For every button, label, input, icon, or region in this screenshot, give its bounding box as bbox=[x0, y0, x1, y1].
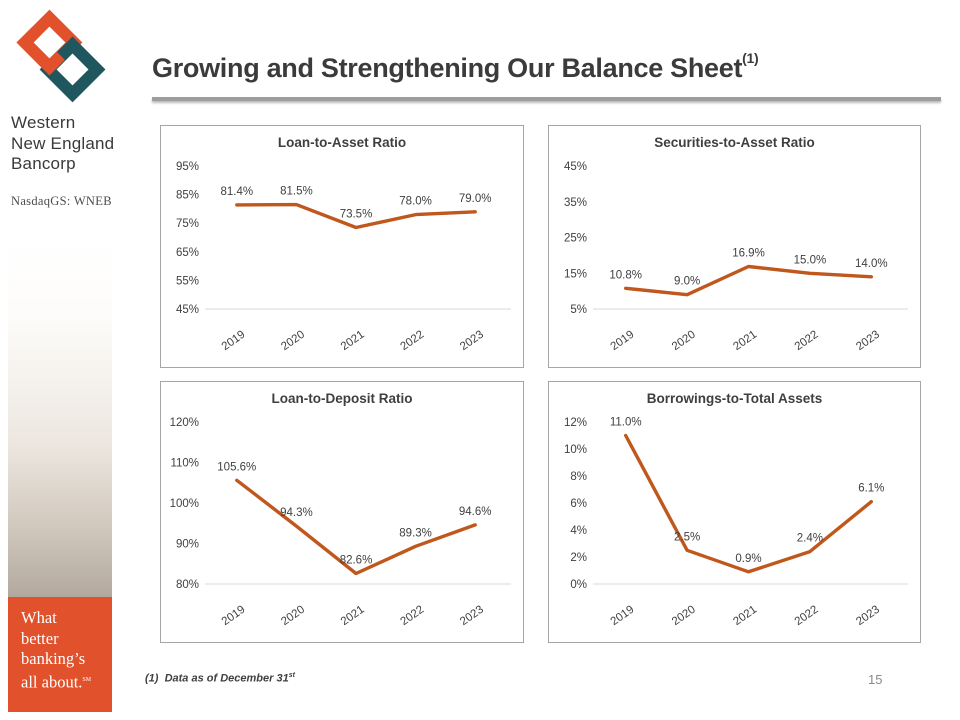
svg-text:94.3%: 94.3% bbox=[280, 507, 313, 519]
svg-text:85%: 85% bbox=[176, 190, 199, 202]
company-name-line: Bancorp bbox=[11, 154, 76, 173]
svg-text:81.5%: 81.5% bbox=[280, 186, 313, 198]
svg-text:10%: 10% bbox=[564, 444, 587, 456]
svg-text:45%: 45% bbox=[564, 161, 587, 173]
svg-text:2022: 2022 bbox=[793, 329, 821, 354]
svg-text:14.0%: 14.0% bbox=[855, 258, 888, 270]
svg-text:2021: 2021 bbox=[339, 329, 367, 354]
page-number: 15 bbox=[868, 672, 883, 687]
svg-text:78.0%: 78.0% bbox=[399, 196, 432, 208]
svg-text:2022: 2022 bbox=[398, 329, 426, 354]
svg-text:2.4%: 2.4% bbox=[797, 533, 823, 545]
tagline-line: banking’s bbox=[21, 649, 86, 668]
svg-text:2020: 2020 bbox=[670, 329, 698, 354]
line-chart: 45% 35% 25% 15% 5% 2019 2020 2021 2022 2023 10.8% 9… bbox=[549, 152, 920, 367]
svg-text:9.0%: 9.0% bbox=[674, 276, 700, 288]
svg-text:10.8%: 10.8% bbox=[609, 269, 642, 281]
line-chart: 120% 110% 100% 90% 80% 2019 2020 2021 2022 2023 10… bbox=[161, 408, 523, 642]
tagline-line: better bbox=[21, 628, 59, 648]
svg-text:11.0%: 11.0% bbox=[610, 417, 642, 429]
slide-title: Growing and Strengthening Our Balance Sh… bbox=[152, 50, 759, 83]
svg-text:2023: 2023 bbox=[458, 329, 486, 354]
svg-text:2023: 2023 bbox=[854, 604, 882, 629]
svg-text:100%: 100% bbox=[170, 498, 199, 510]
svg-text:5%: 5% bbox=[570, 304, 587, 316]
svg-text:4%: 4% bbox=[570, 525, 587, 537]
footnote-text: Data as of December 31 bbox=[164, 672, 289, 685]
svg-text:2021: 2021 bbox=[339, 604, 367, 629]
chart-title: Loan-to-Asset Ratio bbox=[277, 135, 407, 150]
footnote-marker: (1) bbox=[145, 672, 159, 685]
decorative-gradient-strip bbox=[8, 238, 112, 597]
svg-text:2020: 2020 bbox=[279, 329, 307, 354]
svg-text:16.9%: 16.9% bbox=[732, 247, 765, 259]
svg-text:2023: 2023 bbox=[458, 604, 486, 629]
svg-text:2020: 2020 bbox=[279, 604, 307, 629]
svg-text:90%: 90% bbox=[176, 539, 199, 551]
tagline-line: all about.SM bbox=[21, 672, 92, 691]
svg-text:2021: 2021 bbox=[731, 604, 759, 629]
chart-title: Borrowings-to-Total Assets bbox=[646, 391, 823, 406]
service-mark: SM bbox=[82, 676, 92, 683]
svg-text:2023: 2023 bbox=[854, 329, 882, 354]
svg-text:75%: 75% bbox=[176, 218, 199, 230]
svg-text:2020: 2020 bbox=[670, 604, 698, 629]
line-chart: 95% 85% 75% 65% 55% 45% 2019 2020 2021 2022 2023 81… bbox=[161, 152, 523, 367]
svg-text:2019: 2019 bbox=[220, 604, 248, 629]
svg-text:105.6%: 105.6% bbox=[217, 461, 256, 473]
svg-text:0.9%: 0.9% bbox=[735, 553, 761, 565]
tagline-line: What bbox=[21, 608, 57, 627]
svg-text:81.4%: 81.4% bbox=[220, 186, 253, 198]
line-chart: 12% 10% 8% 6% 4% 2% 0% 2019 2020 2021 2022 2023 11.0… bbox=[549, 408, 920, 642]
chart-panel-loan-to-asset: Loan-to-Asset Ratio 95% 85% 75% 65% 55% 45% 20… bbox=[160, 125, 524, 368]
svg-text:80%: 80% bbox=[176, 579, 199, 591]
svg-text:2022: 2022 bbox=[793, 604, 821, 629]
svg-text:2022: 2022 bbox=[398, 604, 426, 629]
chart-title: Securities-to-Asset Ratio bbox=[654, 135, 815, 150]
svg-text:35%: 35% bbox=[564, 197, 587, 209]
svg-text:89.3%: 89.3% bbox=[399, 527, 432, 539]
svg-text:55%: 55% bbox=[176, 275, 199, 287]
chart-title: Loan-to-Deposit Ratio bbox=[271, 391, 413, 406]
brand-tagline: What better banking’s all about.SM bbox=[8, 597, 112, 712]
company-name-line: Western bbox=[11, 113, 76, 132]
svg-text:12%: 12% bbox=[564, 417, 587, 429]
chart-panel-borrowings-to-assets: Borrowings-to-Total Assets 12% 10% 8% 6% 4% 2… bbox=[548, 381, 921, 643]
svg-text:110%: 110% bbox=[170, 458, 199, 470]
footnote-reference: (1) bbox=[742, 50, 759, 66]
svg-text:94.6%: 94.6% bbox=[459, 506, 492, 518]
svg-text:79.0%: 79.0% bbox=[459, 193, 492, 205]
svg-text:0%: 0% bbox=[570, 579, 587, 591]
footnote: (1) Data as of December 31st bbox=[145, 672, 295, 685]
svg-text:2%: 2% bbox=[570, 552, 587, 564]
title-divider bbox=[152, 97, 941, 101]
company-name-line: New England bbox=[11, 133, 115, 153]
svg-text:120%: 120% bbox=[170, 417, 199, 429]
svg-text:2.5%: 2.5% bbox=[674, 531, 700, 543]
svg-text:6%: 6% bbox=[570, 498, 587, 510]
stock-ticker: NasdaqGS: WNEB bbox=[11, 194, 112, 208]
chart-panel-securities-to-asset: Securities-to-Asset Ratio 45% 35% 25% 15% 5%… bbox=[548, 125, 921, 368]
footnote-ordinal: st bbox=[288, 672, 295, 679]
company-name: Western New England Bancorp bbox=[11, 113, 141, 175]
svg-text:82.6%: 82.6% bbox=[340, 554, 373, 566]
svg-text:73.5%: 73.5% bbox=[340, 208, 373, 220]
svg-text:45%: 45% bbox=[176, 304, 199, 316]
svg-text:2019: 2019 bbox=[220, 329, 248, 354]
svg-text:25%: 25% bbox=[564, 233, 587, 245]
svg-text:8%: 8% bbox=[570, 471, 587, 483]
svg-text:2021: 2021 bbox=[731, 329, 759, 354]
svg-text:2019: 2019 bbox=[609, 329, 637, 354]
company-logo-icon bbox=[16, 9, 106, 103]
svg-text:6.1%: 6.1% bbox=[858, 483, 884, 495]
svg-text:65%: 65% bbox=[176, 247, 199, 259]
svg-text:15.0%: 15.0% bbox=[794, 254, 827, 266]
chart-panel-loan-to-deposit: Loan-to-Deposit Ratio 120% 110% 100% 90% 80%… bbox=[160, 381, 524, 643]
svg-text:95%: 95% bbox=[176, 161, 199, 173]
svg-text:2019: 2019 bbox=[609, 604, 637, 629]
svg-text:15%: 15% bbox=[564, 268, 587, 280]
